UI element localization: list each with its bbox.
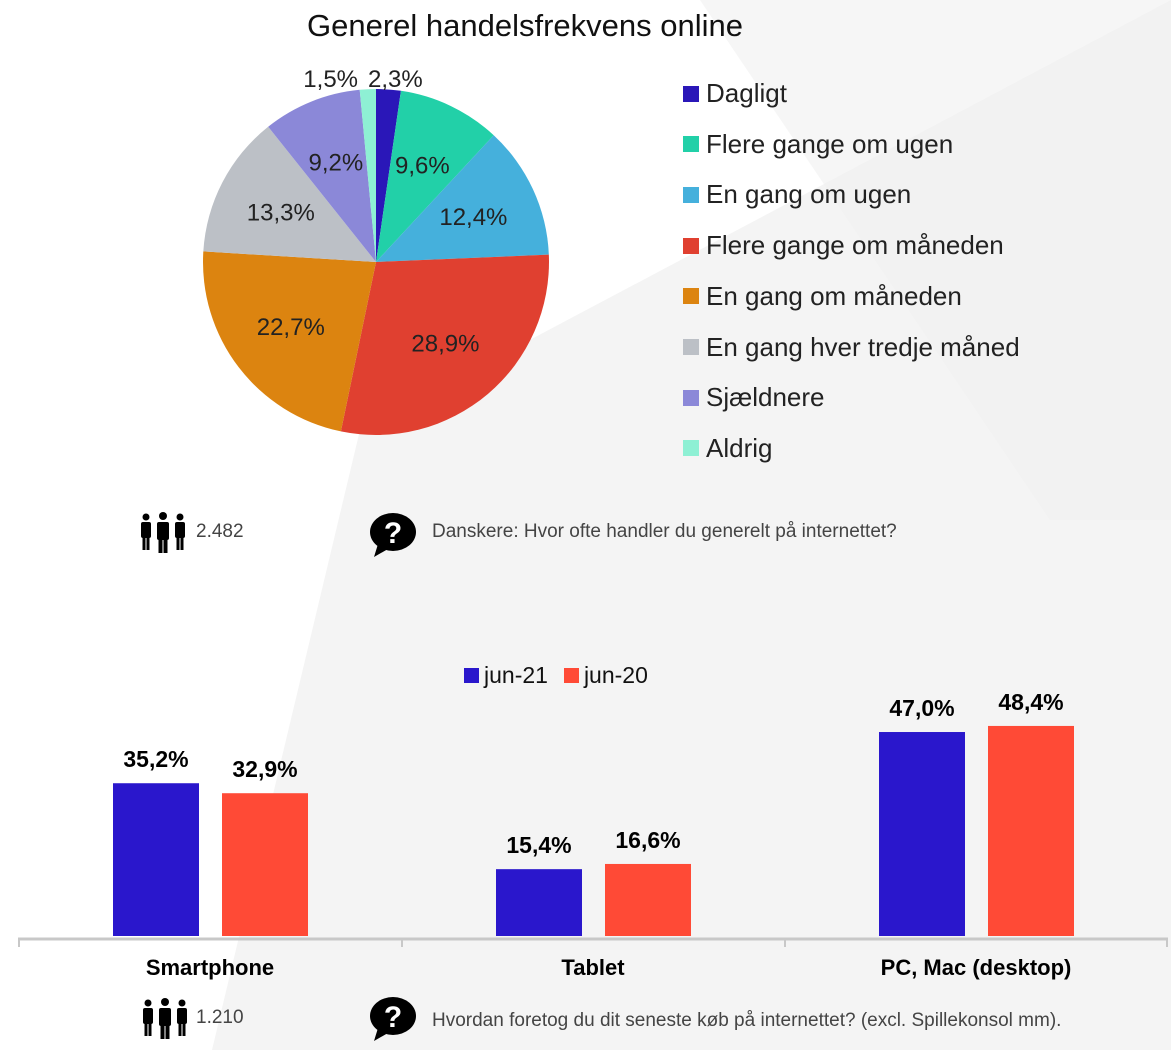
pie-value-label: 1,5%: [303, 66, 358, 93]
legend-label: jun-21: [484, 662, 548, 688]
category-label: Smartphone: [145, 955, 275, 980]
bar-value-label: 47,0%: [889, 695, 954, 721]
legend-swatch: [464, 668, 479, 683]
pie-value-label: 12,4%: [439, 204, 507, 231]
pie-chart-title: Generel handelsfrekvens online: [307, 8, 743, 43]
respondent-count: 2.482: [196, 521, 244, 542]
pie-slice: [376, 135, 549, 262]
bar-value-label: 16,6%: [615, 827, 680, 853]
bar-jun-21: [113, 783, 199, 936]
question-icon: ?: [370, 513, 416, 557]
bar-jun-20: [222, 793, 308, 936]
legend-swatch: [683, 237, 699, 254]
legend-swatch: [683, 288, 699, 305]
bar-jun-21: [496, 869, 582, 936]
legend-label: Aldrig: [706, 432, 773, 463]
svg-text:?: ?: [384, 1001, 402, 1034]
respondent-count: 1.210: [196, 1007, 244, 1028]
legend-label: Dagligt: [706, 78, 787, 108]
legend-swatch: [683, 85, 699, 102]
pie-value-label: 22,7%: [257, 314, 325, 341]
pie-value-label: 2,3%: [368, 66, 423, 93]
pie-slice: [340, 254, 549, 435]
legend-swatch: [683, 440, 699, 457]
legend-swatch: [683, 136, 699, 153]
pie-slice: [376, 89, 401, 262]
legend-item: En gang hver tredje måned: [683, 332, 1020, 363]
people-icon: [141, 512, 185, 553]
category-label: PC, Mac (desktop): [880, 955, 1072, 980]
legend-item: En gang om ugen: [683, 179, 911, 210]
legend-label: En gang om ugen: [706, 179, 912, 210]
legend-label: Flere gange om måneden: [706, 230, 1004, 261]
legend-swatch: [563, 668, 579, 683]
people-icon: [143, 998, 187, 1039]
legend-label: Flere gange om ugen: [706, 128, 954, 159]
bar-value-label: 15,4%: [506, 832, 571, 858]
bar-jun-20: [605, 863, 691, 936]
legend-item: Flere gange om ugen: [683, 129, 953, 160]
pie-slice: [376, 90, 494, 262]
bar-value-label: 48,4%: [998, 689, 1063, 715]
pie-value-label: 9,6%: [395, 152, 450, 179]
legend-label: jun-20: [583, 662, 648, 688]
question-icon: ?: [370, 997, 416, 1041]
bar-value-label: 35,2%: [123, 746, 188, 772]
bar-legend: jun-21 jun-20: [464, 662, 648, 689]
pie-value-label: 13,3%: [247, 200, 315, 227]
legend-swatch: [683, 389, 699, 406]
legend-label: En gang om måneden: [706, 280, 962, 311]
legend-item: Dagligt: [683, 78, 787, 109]
pie-chart: 2,3% 9,6% 12,4% 28,9% 22,7% 13,3% 9,2% 1,5%: [203, 66, 549, 435]
pie-value-label: 9,2%: [308, 150, 363, 177]
pie-value-label: 28,9%: [411, 331, 479, 358]
legend-swatch: [683, 186, 699, 203]
legend-label: Sjældnere: [706, 382, 825, 413]
bar-value-label: 32,9%: [232, 756, 297, 782]
legend-item: Sjældnere: [683, 382, 825, 413]
survey-question: Hvordan foretog du dit seneste køb på in…: [432, 1010, 1062, 1031]
pie-slice: [359, 89, 376, 262]
category-label: Tablet: [561, 955, 625, 980]
legend-item: Flere gange om måneden: [683, 230, 1004, 261]
bar-jun-20: [988, 725, 1074, 936]
pie-slice: [268, 89, 376, 262]
legend-item: Aldrig: [683, 433, 772, 464]
bar-jun-21: [879, 732, 965, 936]
pie-slice: [203, 251, 376, 432]
pie-slice: [203, 126, 376, 262]
legend-label: En gang hver tredje måned: [706, 331, 1020, 362]
survey-question: Danskere: Hvor ofte handler du generelt …: [432, 521, 897, 542]
svg-text:?: ?: [384, 517, 402, 550]
legend-swatch: [683, 339, 699, 355]
legend-item: En gang om måneden: [683, 281, 962, 312]
